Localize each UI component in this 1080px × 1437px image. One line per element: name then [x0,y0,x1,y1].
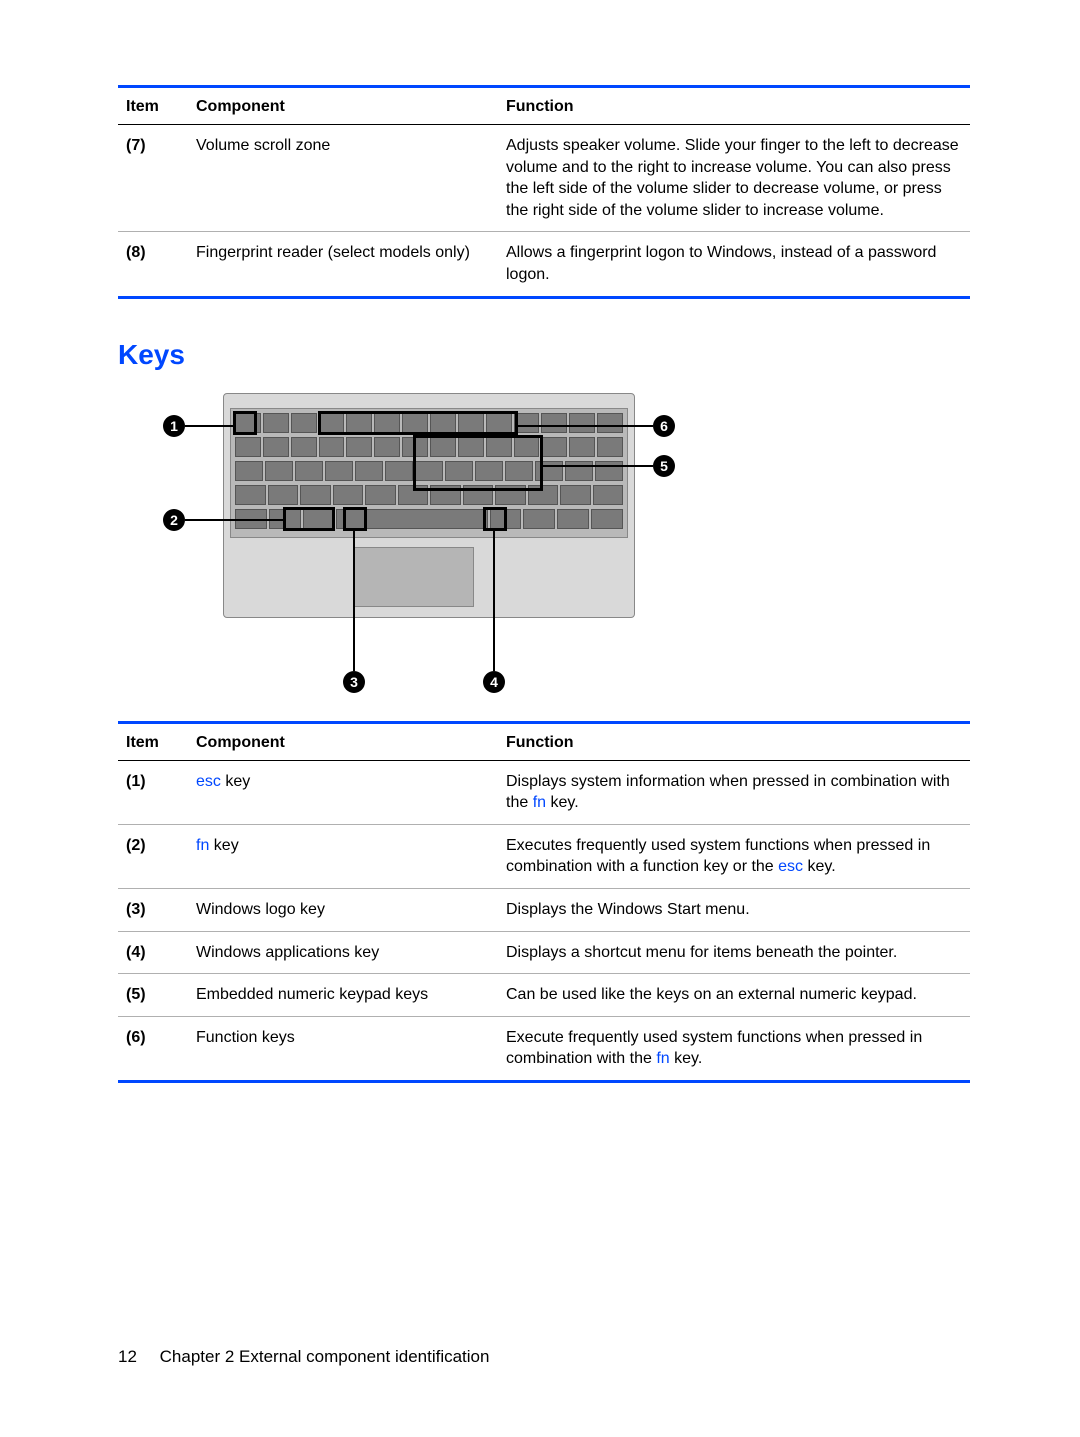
highlight-applications-key [483,507,507,531]
table-row: (5) Embedded numeric keypad keys Can be … [118,974,970,1017]
cell-item: (3) [118,888,188,931]
link-text: esc [196,773,221,790]
header-function: Function [498,722,970,760]
page: Item Component Function (7) Volume scrol… [0,0,1080,1437]
callout-badge: 3 [343,671,365,693]
cell-function: Allows a fingerprint logon to Windows, i… [498,232,970,297]
leader-line [543,465,653,467]
highlight-numeric-keypad [413,435,543,491]
leader-line [493,531,495,671]
header-component: Component [188,87,498,125]
cell-function: Adjusts speaker volume. Slide your finge… [498,125,970,232]
table-row: (8) Fingerprint reader (select models on… [118,232,970,297]
cell-item: (1) [118,760,188,824]
leader-line [185,519,283,521]
cell-component: Volume scroll zone [188,125,498,232]
leader-line [518,425,653,427]
cell-component: Fingerprint reader (select models only) [188,232,498,297]
leader-line [185,425,233,427]
table-row: (2) fn key Executes frequently used syst… [118,824,970,888]
link-text: fn [196,837,209,854]
cell-item: (4) [118,931,188,974]
highlight-function-keys [318,411,518,435]
link-text: fn [533,794,546,811]
cell-function: Displays system information when pressed… [498,760,970,824]
chapter-title: Chapter 2 External component identificat… [160,1347,490,1366]
table-header-row: Item Component Function [118,722,970,760]
leader-line [353,531,355,671]
callout-badge: 4 [483,671,505,693]
cell-function: Execute frequently used system functions… [498,1016,970,1081]
cell-component: fn key [188,824,498,888]
header-item: Item [118,87,188,125]
cell-component: Windows logo key [188,888,498,931]
cell-function: Can be used like the keys on an external… [498,974,970,1017]
cell-item: (5) [118,974,188,1017]
text: key [209,837,238,854]
cell-item: (2) [118,824,188,888]
page-footer: 12 Chapter 2 External component identifi… [118,1347,489,1367]
cell-item: (7) [118,125,188,232]
table-row: (3) Windows logo key Displays the Window… [118,888,970,931]
text: Execute frequently used system functions… [506,1029,922,1068]
cell-function: Displays a shortcut menu for items benea… [498,931,970,974]
link-text: fn [656,1050,669,1067]
highlight-windows-logo-key [343,507,367,531]
touchpad [354,547,474,607]
header-component: Component [188,722,498,760]
cell-item: (6) [118,1016,188,1081]
header-item: Item [118,722,188,760]
table-row: (7) Volume scroll zone Adjusts speaker v… [118,125,970,232]
highlight-esc-key [233,411,257,435]
page-number: 12 [118,1347,137,1366]
header-function: Function [498,87,970,125]
table-row: (1) esc key Displays system information … [118,760,970,824]
keyboard-diagram: 1 2 6 5 3 4 [163,393,728,703]
section-title-keys: Keys [118,339,970,371]
cell-component: esc key [188,760,498,824]
table-row: (4) Windows applications key Displays a … [118,931,970,974]
callout-badge: 5 [653,455,675,477]
components-table-top: Item Component Function (7) Volume scrol… [118,85,970,299]
keys-table: Item Component Function (1) esc key Disp… [118,721,970,1083]
callout-badge: 6 [653,415,675,437]
highlight-fn-key [283,507,335,531]
text: Executes frequently used system function… [506,837,930,876]
cell-function: Executes frequently used system function… [498,824,970,888]
table-header-row: Item Component Function [118,87,970,125]
text: key. [670,1050,703,1067]
callout-badge: 2 [163,509,185,531]
cell-function: Displays the Windows Start menu. [498,888,970,931]
callout-badge: 1 [163,415,185,437]
text: key. [546,794,579,811]
link-text: esc [778,858,803,875]
cell-component: Windows applications key [188,931,498,974]
cell-item: (8) [118,232,188,297]
cell-component: Function keys [188,1016,498,1081]
table-row: (6) Function keys Execute frequently use… [118,1016,970,1081]
text: key. [803,858,836,875]
cell-component: Embedded numeric keypad keys [188,974,498,1017]
text: key [221,773,250,790]
